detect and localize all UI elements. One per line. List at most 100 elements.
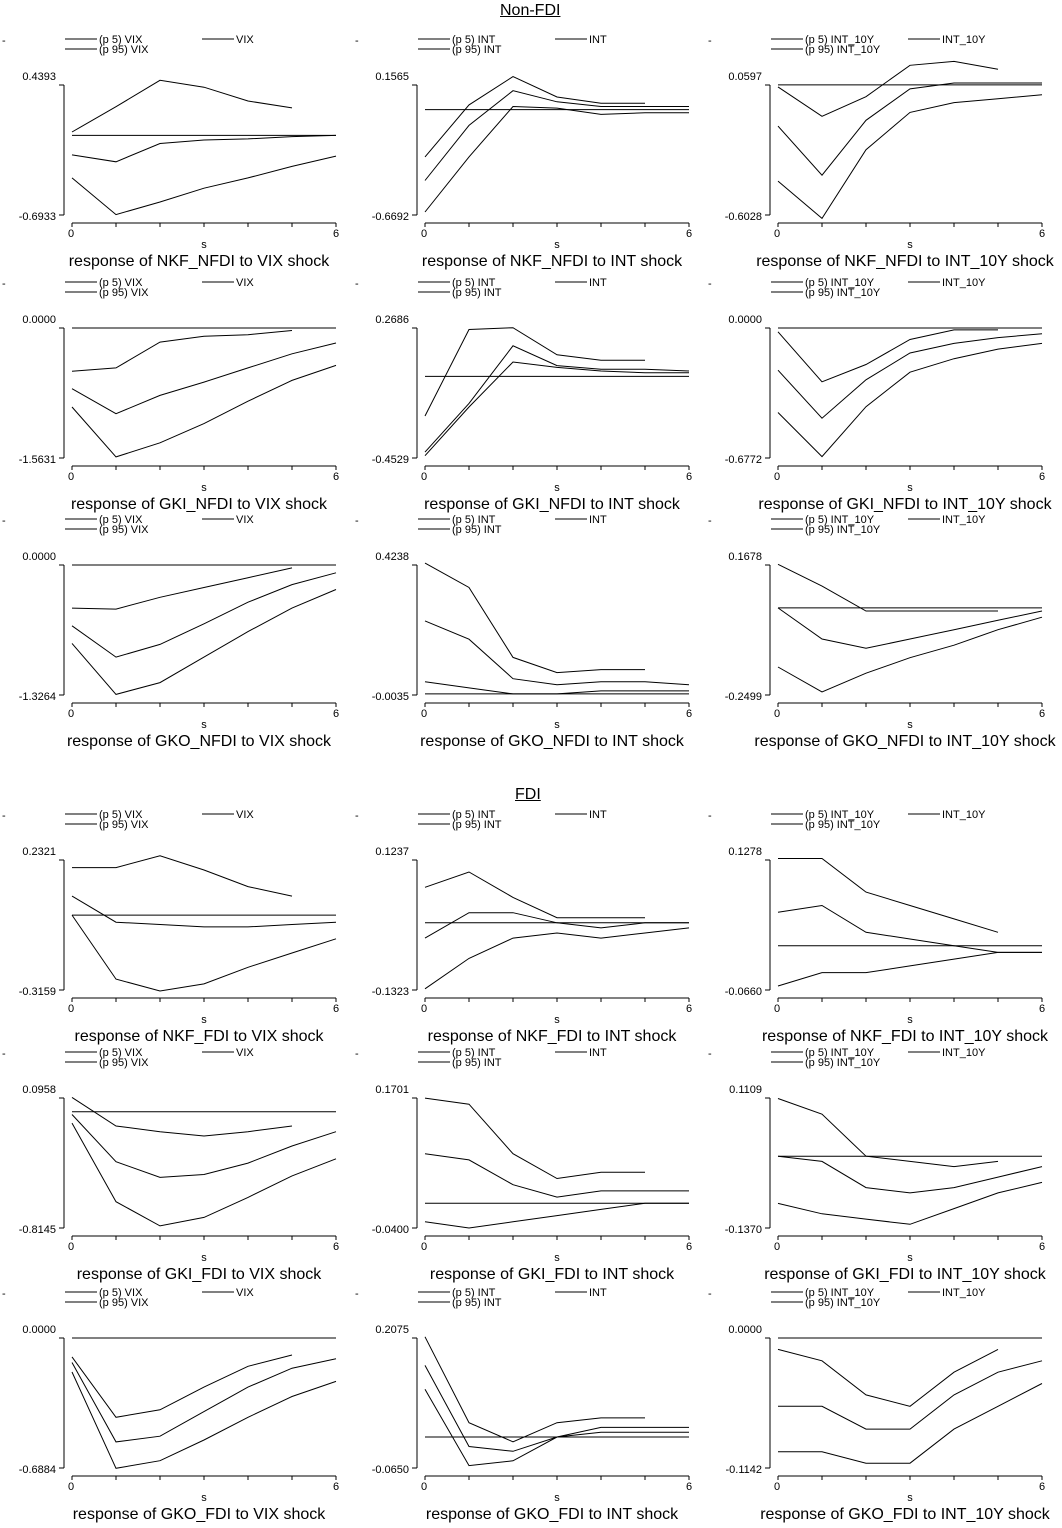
panel-title: response of GKI_FDI to VIX shock: [77, 1266, 323, 1283]
x-tick-label-end: 6: [1039, 1003, 1045, 1015]
series-line-4: [71, 364, 337, 458]
y-tick-label-bottom: -0.6884: [19, 1464, 56, 1476]
x-axis-label: s: [201, 1014, 207, 1026]
series-line-3: [71, 1358, 337, 1443]
x-tick-label-start: 0: [774, 1003, 780, 1015]
x-axis-label: s: [907, 719, 913, 731]
legend-dash-mark: -: [355, 1048, 359, 1060]
legend-label: INT_10Y: [942, 34, 986, 46]
legend-label: (p 5) VIX: [99, 1287, 143, 1299]
x-tick-label-end: 6: [686, 1003, 692, 1015]
legend-label: (p 95) INT: [452, 44, 502, 56]
panel-title: response of GKI_NFDI to INT shock: [424, 496, 681, 513]
series-line-3: [424, 912, 689, 939]
series-line-4: [71, 155, 337, 216]
series-line-3: [424, 620, 690, 686]
series-line-4: [778, 1383, 1043, 1464]
series-line-4: [424, 927, 690, 990]
x-tick-label-start: 0: [421, 1003, 427, 1015]
x-axis-label: s: [554, 719, 560, 731]
legend: - (p 5) INT_10Y INT_10Y (p 95) INT_10Y: [708, 809, 986, 831]
series-line-3: [778, 1360, 1043, 1430]
section-title-fdi: FDI: [515, 786, 541, 803]
panel-title: response of GKO_NFDI to INT_10Y shock: [754, 733, 1056, 750]
x-tick-label-start: 0: [68, 1481, 74, 1493]
legend: - (p 5) INT INT (p 95) INT: [355, 277, 607, 299]
legend-label: (p 95) INT: [452, 1057, 502, 1069]
legend-label: (p 95) VIX: [99, 524, 149, 536]
y-tick-label-top: 0.1109: [729, 1084, 762, 1096]
legend-label: INT: [589, 34, 607, 46]
chart-panel-1: - (p 5) VIX VIX (p 95) VIX 0.4393 -0.6933 0 6 sr…: [2, 34, 339, 270]
legend-label: VIX: [236, 1287, 254, 1299]
legend-dash-mark: -: [2, 1048, 6, 1060]
legend-label: INT: [589, 1047, 607, 1059]
chart-panel-13: - (p 5) VIX VIX (p 95) VIX 0.0958 -0.8145 0 6 sr…: [2, 1047, 339, 1283]
legend-label: (p 95) INT_10Y: [805, 1297, 881, 1309]
series-line-2: [424, 1097, 645, 1180]
series-line-2: [777, 563, 998, 612]
y-tick-label-top: 0.0597: [728, 71, 762, 83]
legend: - (p 5) VIX VIX (p 95) VIX: [2, 34, 254, 56]
x-tick-label-start: 0: [774, 708, 780, 720]
legend: - (p 5) VIX VIX (p 95) VIX: [2, 1287, 254, 1309]
y-tick-label-top: 0.1237: [375, 846, 409, 858]
legend-label: VIX: [236, 1047, 254, 1059]
series-line-2: [71, 1354, 293, 1418]
legend-dash-mark: -: [2, 515, 6, 527]
legend-label: INT_10Y: [942, 1047, 986, 1059]
x-tick-label-end: 6: [333, 1241, 339, 1253]
legend-label: (p 5) INT: [452, 34, 496, 46]
panel-title: response of NKF_FDI to INT shock: [428, 1028, 678, 1045]
y-tick-label-bottom: -0.6933: [19, 211, 56, 223]
legend-label: (p 5) VIX: [99, 277, 143, 289]
legend-dash-mark: -: [2, 810, 6, 822]
series-line-3: [71, 1114, 337, 1178]
y-tick-label-top: 0.4393: [22, 71, 56, 83]
legend-label: (p 5) INT_10Y: [805, 277, 875, 289]
series-line-3: [71, 134, 337, 163]
legend-label: (p 95) VIX: [99, 44, 149, 56]
y-tick-label-bottom: -0.0660: [725, 986, 762, 998]
y-tick-label-top: 0.0958: [22, 1084, 56, 1096]
chart-panel-3: - (p 5) INT_10Y INT_10Y (p 95) INT_10Y 0.059…: [708, 34, 1055, 270]
y-tick-label-top: 0.0000: [22, 1324, 56, 1336]
chart-panel-16: - (p 5) VIX VIX (p 95) VIX 0.0000 -0.6884 0 6 sr…: [2, 1287, 339, 1523]
legend: - (p 5) INT INT (p 95) INT: [355, 514, 607, 536]
series-line-4: [777, 1181, 1043, 1225]
x-axis-label: s: [554, 482, 560, 494]
x-tick-label-end: 6: [333, 471, 339, 483]
series-line-4: [777, 342, 1043, 458]
x-tick-label-end: 6: [686, 471, 692, 483]
series-line-3: [777, 82, 1042, 176]
legend-label: VIX: [236, 809, 254, 821]
series-line-2: [777, 1098, 999, 1168]
series-line-2: [778, 858, 999, 933]
x-axis-label: s: [201, 1492, 207, 1504]
legend-label: (p 5) INT: [452, 277, 496, 289]
series-line-3: [424, 1365, 689, 1452]
chart-panel-7: - (p 5) VIX VIX (p 95) VIX 0.0000 -1.3264 0 6 sr…: [2, 514, 339, 750]
panel-title: response of GKI_FDI to INT_10Y shock: [764, 1266, 1047, 1283]
legend: - (p 5) INT INT (p 95) INT: [355, 34, 607, 56]
legend-label: (p 5) VIX: [99, 514, 143, 526]
x-tick-label-start: 0: [421, 1481, 427, 1493]
x-axis-label: s: [554, 1014, 560, 1026]
panel-title: response of GKO_FDI to INT shock: [426, 1506, 679, 1523]
y-tick-label-bottom: -0.0650: [372, 1464, 409, 1476]
series-line-2: [71, 567, 293, 610]
x-tick-label-start: 0: [68, 1241, 74, 1253]
legend-label: (p 95) INT: [452, 287, 502, 299]
legend: - (p 5) INT_10Y INT_10Y (p 95) INT_10Y: [708, 1287, 986, 1309]
legend-label: VIX: [236, 514, 254, 526]
series-line-2: [424, 871, 645, 919]
legend-label: (p 5) INT: [452, 1287, 496, 1299]
chart-panel-14: - (p 5) INT INT (p 95) INT 0.1701 -0.0400 0 6 sr…: [355, 1047, 692, 1283]
x-tick-label-start: 0: [68, 708, 74, 720]
legend: - (p 5) VIX VIX (p 95) VIX: [2, 809, 254, 831]
y-tick-label-top: 0.2321: [22, 846, 56, 858]
series-line-3: [424, 1153, 689, 1198]
legend-label: INT_10Y: [942, 809, 986, 821]
series-line-3: [777, 607, 1043, 649]
legend-label: (p 5) INT_10Y: [805, 809, 875, 821]
